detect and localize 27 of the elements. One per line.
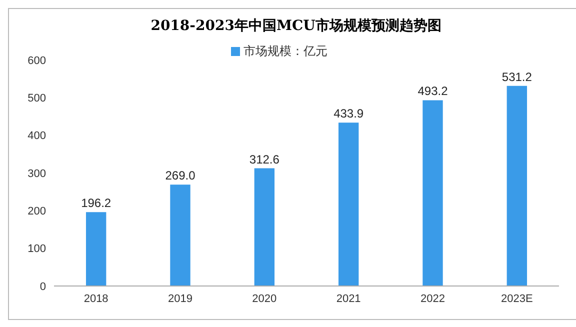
data-label: 312.6 (249, 152, 280, 166)
chart-title: 2018-2023年中国MCU市场规模预测趋势图 (150, 17, 442, 35)
y-tick-label: 500 (28, 92, 46, 105)
bar (422, 100, 443, 286)
data-label: 196.2 (81, 196, 112, 210)
y-tick-label: 200 (28, 206, 46, 218)
legend-label: 市场规模：亿元 (244, 44, 328, 58)
x-tick-label: 2020 (252, 292, 277, 305)
bar (170, 184, 190, 286)
bar (86, 212, 106, 286)
bar (338, 122, 359, 286)
y-tick-label: 0 (40, 280, 46, 293)
data-label: 493.2 (418, 84, 448, 98)
x-tick-label: 2019 (168, 292, 192, 305)
y-tick-label: 300 (28, 168, 46, 180)
y-tick-label: 400 (28, 130, 46, 142)
bar (506, 86, 528, 286)
data-label: 269.0 (165, 168, 196, 183)
bar (254, 168, 275, 286)
x-tick-label: 2023E (501, 292, 533, 305)
x-tick-label: 2022 (420, 292, 445, 305)
data-label: 531.2 (502, 70, 532, 84)
y-tick-label: 100 (28, 243, 46, 256)
y-tick-label: 600 (28, 54, 46, 67)
x-tick-label: 2021 (336, 292, 361, 305)
data-label: 433.9 (334, 106, 364, 121)
x-tick-label: 2018 (84, 292, 108, 305)
